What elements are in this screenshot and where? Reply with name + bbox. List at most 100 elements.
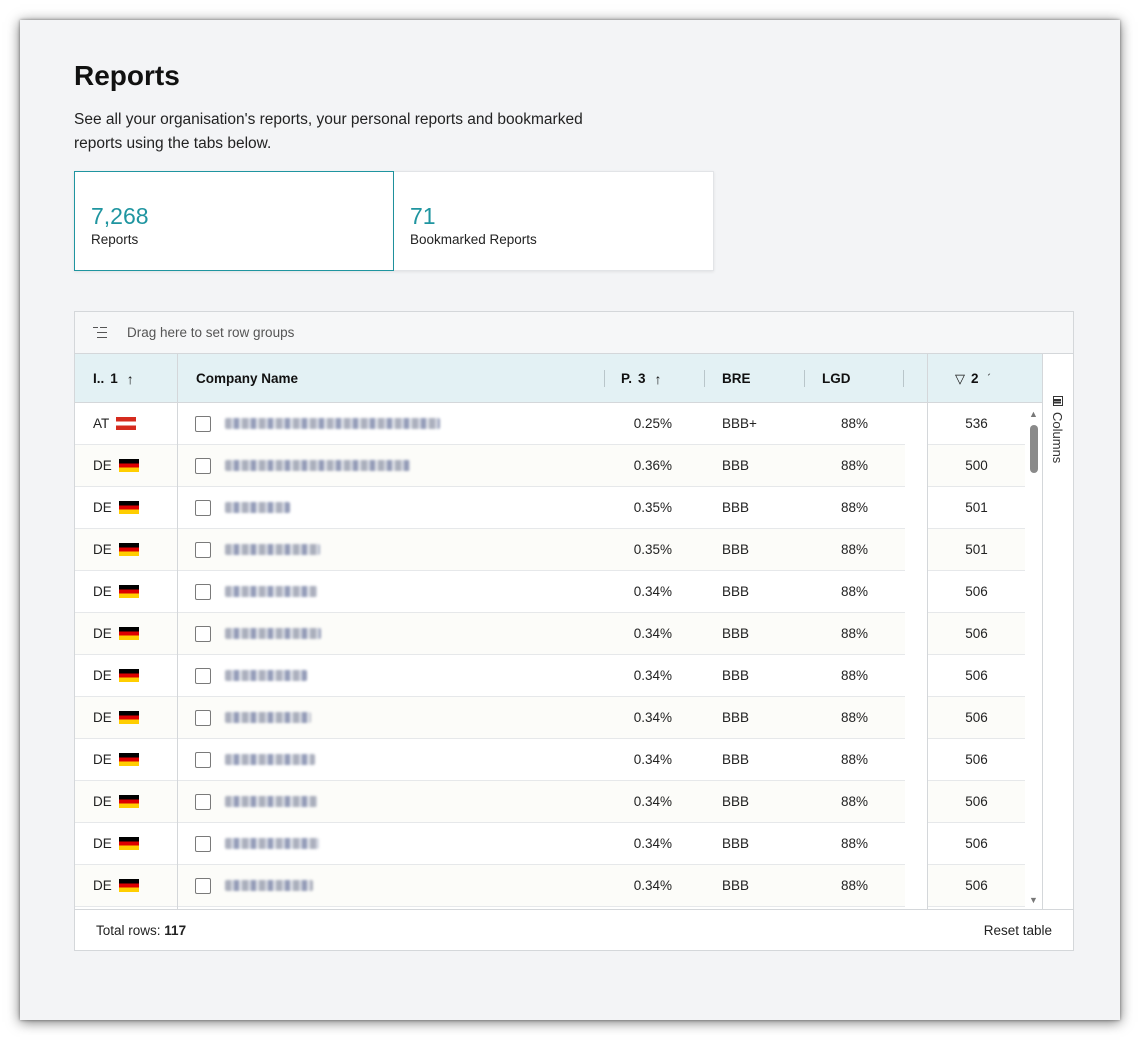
company-name-redacted[interactable] <box>225 628 321 639</box>
bre-cell: BBB <box>722 542 750 557</box>
sort-ascending-icon: ↑ <box>126 370 134 387</box>
company-name-redacted[interactable] <box>225 796 317 807</box>
country-cell: AT <box>93 403 177 444</box>
reset-table-button[interactable]: Reset table <box>983 922 1052 938</box>
country-cell: DE <box>93 613 177 654</box>
row-select-checkbox[interactable] <box>195 457 211 474</box>
column-resize-handle[interactable] <box>804 370 805 387</box>
company-name-redacted[interactable] <box>225 586 317 597</box>
scroll-up-icon[interactable]: ▲ <box>1029 409 1038 419</box>
sort-icon: ´ <box>987 372 992 385</box>
header-lgd[interactable]: LGD <box>822 354 902 403</box>
country-cell: DE <box>93 781 177 822</box>
score-cell: 501 <box>965 542 988 557</box>
filter-icon[interactable]: ▽ <box>955 370 965 386</box>
country-cell: DE <box>93 487 177 528</box>
company-name-redacted[interactable] <box>225 838 319 849</box>
table-row[interactable]: DE 0.34% BBB 88% 506 <box>75 823 1042 865</box>
total-rows-value: 117 <box>164 922 187 938</box>
company-name-redacted[interactable] <box>225 670 307 681</box>
company-name-redacted[interactable] <box>225 712 311 723</box>
bre-cell: BBB <box>722 836 750 851</box>
table-row[interactable]: DE 0.34% BBB 88% 506 <box>75 781 1042 823</box>
header-score-label: 2 <box>971 371 979 386</box>
row-select-checkbox[interactable] <box>195 877 211 894</box>
row-select-checkbox[interactable] <box>195 751 211 768</box>
row-group-panel[interactable]: Drag here to set row groups <box>75 312 1073 354</box>
table-row[interactable]: DE 0.34% BBB 88% 506 <box>75 613 1042 655</box>
table-row[interactable]: DE 0.34% BBB 88% 506 <box>75 739 1042 781</box>
company-cell <box>195 739 615 780</box>
row-select-checkbox[interactable] <box>195 415 211 432</box>
country-cell: DE <box>93 823 177 864</box>
table-row[interactable]: DE 0.36% BBB 88% 500 <box>75 445 1042 487</box>
bookmarked-label: Bookmarked Reports <box>410 232 537 247</box>
right-pinned-divider <box>927 354 928 909</box>
columns-panel-button[interactable]: Columns <box>1050 396 1065 463</box>
country-cell: DE <box>93 445 177 486</box>
row-select-checkbox[interactable] <box>195 541 211 558</box>
country-code: DE <box>93 794 112 809</box>
lgd-cell: 88% <box>840 500 868 515</box>
header-score[interactable]: ▽ 2 ´ <box>955 354 1025 403</box>
score-cell: 506 <box>965 584 988 599</box>
row-group-placeholder: Drag here to set row groups <box>127 325 295 340</box>
table-row[interactable]: DE 0.35% BBB 88% 501 <box>75 529 1042 571</box>
vertical-scrollbar[interactable]: ▲ ▼ <box>1025 403 1042 909</box>
sort-index: 3 <box>638 371 646 386</box>
row-select-checkbox[interactable] <box>195 667 211 684</box>
company-name-redacted[interactable] <box>225 418 440 429</box>
row-select-checkbox[interactable] <box>195 499 211 516</box>
pd-cell: 0.34% <box>633 668 672 683</box>
scrollbar-thumb[interactable] <box>1030 425 1038 473</box>
column-resize-handle[interactable] <box>903 370 904 387</box>
column-resize-handle[interactable] <box>604 370 605 387</box>
header-pd-label: P. <box>621 371 633 386</box>
grid-body: AT 0.25% BBB+ 88% 536 DE 0.36% BBB 88% 5… <box>75 403 1042 909</box>
reports-count: 7,268 <box>91 203 149 229</box>
score-cell: 506 <box>965 794 988 809</box>
company-name-redacted[interactable] <box>225 544 320 555</box>
company-name-redacted[interactable] <box>225 502 290 513</box>
lgd-cell: 88% <box>840 626 868 641</box>
header-company-label: Company Name <box>196 371 299 386</box>
company-cell <box>195 403 615 444</box>
flag-at-icon <box>116 417 137 430</box>
right-pinned-gap <box>905 403 927 909</box>
header-pd[interactable]: P. 3 ↑ <box>621 354 701 403</box>
flag-de-icon <box>118 459 139 472</box>
company-cell <box>195 655 615 696</box>
pd-cell: 0.34% <box>633 794 672 809</box>
tab-bookmarked-reports[interactable]: 71 Bookmarked Reports <box>394 171 714 271</box>
table-row[interactable]: DE 0.35% BBB 88% 501 <box>75 487 1042 529</box>
table-row[interactable]: AT 0.25% BBB+ 88% 536 <box>75 403 1042 445</box>
header-country[interactable]: I.. 1 ↑ <box>93 354 177 403</box>
company-name-redacted[interactable] <box>225 880 313 891</box>
table-row[interactable]: DE 0.34% BBB 88% 506 <box>75 865 1042 907</box>
row-select-checkbox[interactable] <box>195 793 211 810</box>
bookmarked-count: 71 <box>410 203 436 229</box>
pd-cell: 0.34% <box>633 752 672 767</box>
header-company-name[interactable]: Company Name <box>196 354 596 403</box>
company-name-redacted[interactable] <box>225 754 315 765</box>
column-resize-handle[interactable] <box>704 370 705 387</box>
scroll-down-icon[interactable]: ▼ <box>1029 895 1038 905</box>
columns-icon <box>1052 396 1063 406</box>
table-row[interactable]: DE 0.34% BBB 88% 506 <box>75 571 1042 613</box>
company-name-redacted[interactable] <box>225 460 410 471</box>
table-row[interactable]: DE 0.34% BBB 88% 506 <box>75 697 1042 739</box>
country-cell: DE <box>93 571 177 612</box>
score-cell: 536 <box>965 416 988 431</box>
left-pinned-divider <box>177 354 178 909</box>
table-row[interactable]: DE 0.34% BBB 88% 506 <box>75 655 1042 697</box>
reports-window: Reports See all your organisation's repo… <box>20 20 1120 1020</box>
country-code: DE <box>93 542 112 557</box>
row-select-checkbox[interactable] <box>195 583 211 600</box>
header-bre[interactable]: BRE <box>722 354 802 403</box>
row-select-checkbox[interactable] <box>195 835 211 852</box>
row-group-icon <box>93 326 107 339</box>
tab-reports[interactable]: 7,268 Reports <box>74 171 394 271</box>
row-select-checkbox[interactable] <box>195 709 211 726</box>
bre-cell: BBB <box>722 584 750 599</box>
row-select-checkbox[interactable] <box>195 625 211 642</box>
